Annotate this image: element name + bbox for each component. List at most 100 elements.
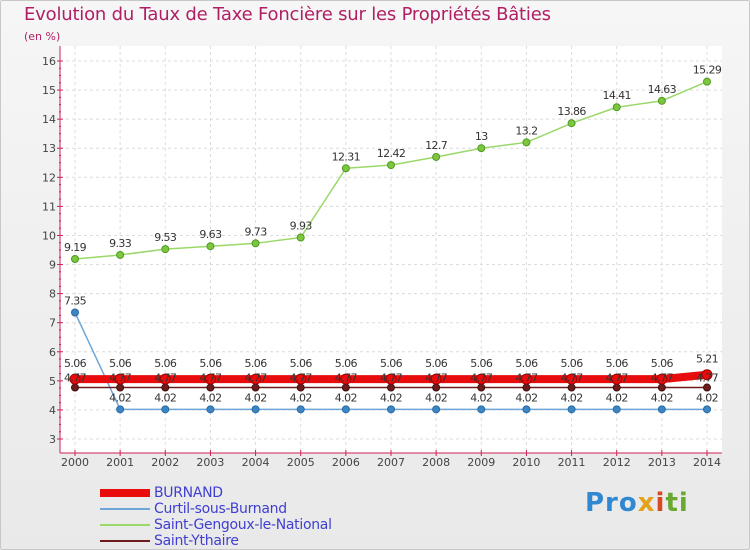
data-label: 12.42	[377, 147, 406, 160]
x-tick-label: 2007	[377, 456, 405, 469]
data-label: 5.06	[245, 357, 268, 370]
data-point	[116, 383, 125, 392]
data-point	[69, 373, 81, 385]
legend-label: Saint-Ythaire	[154, 533, 239, 549]
data-label: 4.02	[335, 391, 357, 404]
data-point	[612, 383, 621, 392]
data-label: 4.77	[515, 372, 538, 385]
x-tick-label: 2013	[648, 456, 676, 469]
data-point	[612, 103, 621, 112]
x-tick-label: 2004	[242, 456, 270, 469]
data-point	[116, 250, 125, 259]
data-point	[71, 255, 79, 264]
data-label: 4.77	[109, 372, 132, 385]
legend: BURNAND Curtil-sous-Burnand Saint-Gengou…	[100, 485, 332, 549]
data-label: 5.06	[154, 357, 177, 370]
data-label: 4.77	[561, 372, 584, 385]
data-point	[432, 405, 441, 414]
data-point	[161, 383, 170, 392]
data-point	[612, 405, 621, 414]
data-label: 5.06	[515, 357, 538, 370]
data-label: 5.06	[199, 357, 222, 370]
y-tick-label: 16	[42, 55, 56, 68]
legend-swatch	[100, 540, 150, 542]
x-tick-label: 2000	[61, 456, 89, 469]
x-tick-label: 2003	[196, 456, 224, 469]
legend-item-saint-gengoux-le-national: Saint-Gengoux-le-National	[100, 517, 332, 533]
y-tick-label: 11	[42, 200, 56, 213]
chart-subtitle: (en %)	[24, 30, 61, 43]
data-label: 4.02	[290, 391, 312, 404]
data-point	[567, 119, 576, 128]
data-point	[250, 373, 262, 385]
data-point	[430, 373, 442, 385]
y-tick-label: 10	[42, 229, 56, 242]
x-tick-label: 2005	[287, 456, 315, 469]
y-tick-label: 12	[42, 171, 56, 184]
data-label: 4.77	[335, 372, 358, 385]
data-point	[341, 164, 350, 173]
data-point	[206, 405, 215, 414]
data-label: 5.06	[561, 357, 584, 370]
data-label: 4.02	[651, 391, 673, 404]
data-point	[251, 383, 260, 392]
data-label: 12.7	[425, 139, 448, 152]
data-label: 4.02	[425, 391, 447, 404]
data-point	[477, 383, 486, 392]
data-point	[432, 383, 441, 392]
data-label: 4.02	[470, 391, 492, 404]
data-point	[522, 383, 531, 392]
data-label: 13	[475, 130, 488, 143]
data-label: 4.02	[245, 391, 267, 404]
data-label: 5.06	[290, 357, 313, 370]
data-label: 5.06	[425, 357, 448, 370]
data-point	[387, 405, 395, 414]
data-label: 13.2	[515, 124, 537, 137]
y-tick-label: 6	[49, 346, 56, 359]
data-label: 5.06	[606, 357, 629, 370]
data-point	[206, 242, 215, 251]
data-point	[567, 405, 576, 414]
y-tick-label: 9	[49, 259, 56, 272]
data-point	[161, 245, 170, 254]
data-label: 12.31	[332, 150, 361, 163]
data-point	[522, 138, 531, 147]
data-point	[432, 152, 441, 161]
legend-label: Saint-Gengoux-le-National	[154, 517, 332, 533]
logo-part: x	[637, 488, 656, 518]
data-label: 13.86	[557, 105, 586, 118]
data-point	[159, 373, 171, 385]
data-label: 4.77	[290, 372, 313, 385]
series-layer	[69, 77, 713, 414]
data-point	[340, 373, 352, 385]
data-label: 5.06	[335, 357, 358, 370]
data-label: 15.29	[693, 64, 722, 77]
data-point	[114, 373, 126, 385]
data-label: 9.19	[64, 241, 87, 254]
data-point	[71, 308, 79, 317]
data-point	[296, 405, 305, 414]
data-label: 4.02	[109, 391, 131, 404]
data-label: 4.77	[199, 372, 222, 385]
data-label: 4.77	[425, 372, 448, 385]
data-label: 5.06	[470, 357, 493, 370]
data-label: 4.77	[606, 372, 629, 385]
data-label: 5.06	[64, 357, 87, 370]
data-label: 4.02	[154, 391, 176, 404]
label-layer: 7.35 4.02 4.02 4.02 4.02 4.02 4.02 4.02 4.02 4.02…	[64, 64, 722, 405]
data-point	[703, 383, 711, 392]
data-point	[296, 233, 305, 242]
data-label: 14.63	[648, 83, 677, 96]
data-label: 5.21	[696, 353, 718, 366]
chart-title: Evolution du Taux de Taxe Foncière sur l…	[24, 4, 551, 25]
data-point	[566, 373, 578, 385]
data-label: 4.02	[199, 391, 221, 404]
data-point	[387, 161, 395, 170]
data-label: 4.77	[470, 372, 493, 385]
x-tick-label: 2012	[603, 456, 631, 469]
data-label: 9.73	[245, 225, 268, 238]
data-point	[385, 373, 397, 385]
legend-item-burnand: BURNAND	[100, 485, 332, 501]
legend-label: Curtil-sous-Burnand	[154, 501, 287, 517]
data-point	[204, 373, 216, 385]
